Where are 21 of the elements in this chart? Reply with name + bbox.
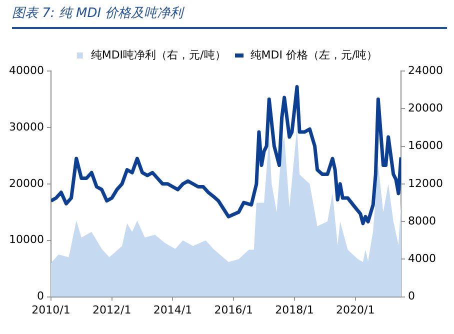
y-tick-label: 20000 (8, 176, 44, 190)
x-tick-label: 2018/1 (275, 303, 314, 316)
legend-label: 纯MDI吨净利（右，元/吨） (90, 48, 226, 62)
y-tick-label: 0 (36, 290, 44, 303)
x-tick-label: 2016/1 (214, 303, 253, 316)
y-tick-label: 40000 (8, 64, 44, 77)
y2-tick-label: 0 (408, 290, 416, 303)
y2-tick-label: 16000 (408, 139, 444, 152)
y-tick-label: 10000 (8, 233, 44, 246)
y2-tick-label: 4000 (408, 252, 436, 266)
y2-tick-label: 12000 (408, 176, 444, 190)
x-tick-label: 2010/1 (32, 303, 70, 316)
legend-label: 纯MDI 价格（左，元/吨） (250, 48, 378, 62)
chart-title: 图表 7: 纯 MDI 价格及吨净利 (12, 5, 184, 22)
x-tick-label: 2012/1 (92, 303, 132, 316)
y2-tick-label: 24000 (408, 64, 444, 77)
x-tick-label: 2020/1 (336, 303, 375, 316)
y2-tick-label: 20000 (408, 101, 444, 114)
y-tick-label: 30000 (8, 120, 44, 134)
y2-tick-label: 8000 (408, 214, 436, 228)
x-tick-label: 2014/1 (153, 303, 192, 316)
